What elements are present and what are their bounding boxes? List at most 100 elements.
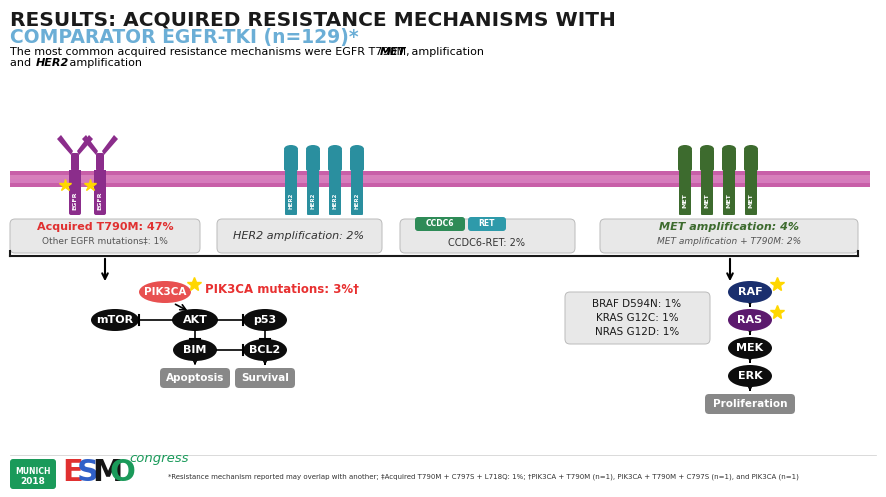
Ellipse shape: [243, 309, 287, 331]
FancyBboxPatch shape: [679, 170, 691, 188]
Text: KRAS G12C: 1%: KRAS G12C: 1%: [595, 313, 679, 323]
FancyBboxPatch shape: [468, 217, 506, 231]
FancyBboxPatch shape: [415, 217, 465, 231]
Text: RAS: RAS: [737, 315, 763, 325]
Text: Apoptosis: Apoptosis: [166, 373, 224, 383]
Text: MET: MET: [380, 47, 407, 57]
Polygon shape: [102, 135, 118, 155]
Text: NRAS G12D: 1%: NRAS G12D: 1%: [595, 327, 680, 337]
Text: MET: MET: [704, 194, 710, 208]
Ellipse shape: [173, 339, 217, 361]
FancyBboxPatch shape: [217, 219, 382, 253]
Text: MET amplification + T790M: 2%: MET amplification + T790M: 2%: [657, 237, 801, 246]
FancyBboxPatch shape: [351, 185, 363, 215]
FancyBboxPatch shape: [700, 149, 714, 171]
FancyBboxPatch shape: [69, 170, 81, 188]
Ellipse shape: [328, 145, 342, 153]
Text: S: S: [77, 458, 99, 487]
Text: MET: MET: [749, 194, 753, 208]
Ellipse shape: [139, 281, 191, 303]
FancyBboxPatch shape: [745, 185, 757, 215]
FancyBboxPatch shape: [307, 170, 319, 188]
FancyBboxPatch shape: [723, 185, 735, 215]
Ellipse shape: [728, 365, 772, 387]
Ellipse shape: [284, 145, 298, 153]
Ellipse shape: [728, 281, 772, 303]
FancyBboxPatch shape: [96, 153, 104, 171]
Text: HER2 amplification: 2%: HER2 amplification: 2%: [233, 231, 364, 241]
Text: The most common acquired resistance mechanisms were EGFR T790M,: The most common acquired resistance mech…: [10, 47, 413, 57]
FancyBboxPatch shape: [705, 394, 795, 414]
FancyBboxPatch shape: [329, 185, 341, 215]
Ellipse shape: [350, 145, 364, 153]
FancyBboxPatch shape: [329, 170, 341, 188]
Text: BCL2: BCL2: [249, 345, 281, 355]
FancyBboxPatch shape: [71, 153, 79, 171]
Ellipse shape: [728, 309, 772, 331]
Text: Proliferation: Proliferation: [712, 399, 788, 409]
FancyBboxPatch shape: [10, 171, 870, 187]
Text: amplification: amplification: [408, 47, 484, 57]
Text: EGFR: EGFR: [97, 192, 103, 210]
Text: CCDC6-RET: 2%: CCDC6-RET: 2%: [448, 238, 525, 248]
Text: HER2: HER2: [354, 193, 360, 209]
FancyBboxPatch shape: [284, 149, 298, 171]
Text: E: E: [62, 458, 82, 487]
Text: and: and: [10, 58, 35, 68]
Text: Other EGFR mutations‡: 1%: Other EGFR mutations‡: 1%: [42, 237, 168, 246]
Text: PIK3CA: PIK3CA: [144, 287, 186, 297]
Ellipse shape: [91, 309, 139, 331]
Text: O: O: [110, 458, 136, 487]
Text: amplification: amplification: [66, 58, 142, 68]
Ellipse shape: [243, 339, 287, 361]
Text: HER2: HER2: [289, 193, 293, 209]
Ellipse shape: [700, 145, 714, 153]
FancyBboxPatch shape: [745, 170, 757, 188]
Ellipse shape: [744, 145, 758, 153]
Text: MET: MET: [682, 194, 688, 208]
Text: AKT: AKT: [183, 315, 207, 325]
Text: MET: MET: [727, 194, 732, 208]
Text: MEK: MEK: [736, 343, 764, 353]
Text: mTOR: mTOR: [97, 315, 134, 325]
Text: COMPARATOR EGFR-TKI (n=129)*: COMPARATOR EGFR-TKI (n=129)*: [10, 28, 359, 47]
FancyBboxPatch shape: [600, 219, 858, 253]
FancyBboxPatch shape: [10, 175, 870, 179]
Text: HER2: HER2: [36, 58, 69, 68]
Text: Acquired T790M: 47%: Acquired T790M: 47%: [36, 222, 174, 232]
Text: MET amplification: 4%: MET amplification: 4%: [659, 222, 799, 232]
Text: Survival: Survival: [241, 373, 289, 383]
Polygon shape: [82, 135, 98, 155]
FancyBboxPatch shape: [722, 149, 736, 171]
FancyBboxPatch shape: [351, 170, 363, 188]
FancyBboxPatch shape: [400, 219, 575, 253]
Text: RET: RET: [478, 220, 495, 229]
Text: RESULTS: ACQUIRED RESISTANCE MECHANISMS WITH: RESULTS: ACQUIRED RESISTANCE MECHANISMS …: [10, 10, 616, 29]
FancyBboxPatch shape: [678, 149, 692, 171]
FancyBboxPatch shape: [744, 149, 758, 171]
Text: HER2: HER2: [332, 193, 338, 209]
FancyBboxPatch shape: [723, 170, 735, 188]
FancyBboxPatch shape: [285, 185, 297, 215]
FancyBboxPatch shape: [10, 459, 56, 489]
Ellipse shape: [728, 337, 772, 359]
Text: CCDC6: CCDC6: [426, 220, 455, 229]
Text: PIK3CA mutations: 3%†: PIK3CA mutations: 3%†: [205, 283, 359, 297]
Text: EGFR: EGFR: [73, 192, 77, 210]
FancyBboxPatch shape: [285, 170, 297, 188]
FancyBboxPatch shape: [69, 185, 81, 215]
FancyBboxPatch shape: [235, 368, 295, 388]
FancyBboxPatch shape: [328, 149, 342, 171]
Text: p53: p53: [253, 315, 276, 325]
Text: HER2: HER2: [310, 193, 315, 209]
Polygon shape: [57, 135, 73, 155]
Text: RAF: RAF: [738, 287, 762, 297]
FancyBboxPatch shape: [10, 219, 200, 253]
Text: BIM: BIM: [183, 345, 206, 355]
FancyBboxPatch shape: [565, 292, 710, 344]
Text: congress: congress: [129, 452, 189, 465]
FancyBboxPatch shape: [160, 368, 230, 388]
FancyBboxPatch shape: [94, 170, 106, 188]
Text: 2018: 2018: [20, 478, 45, 487]
Ellipse shape: [306, 145, 320, 153]
